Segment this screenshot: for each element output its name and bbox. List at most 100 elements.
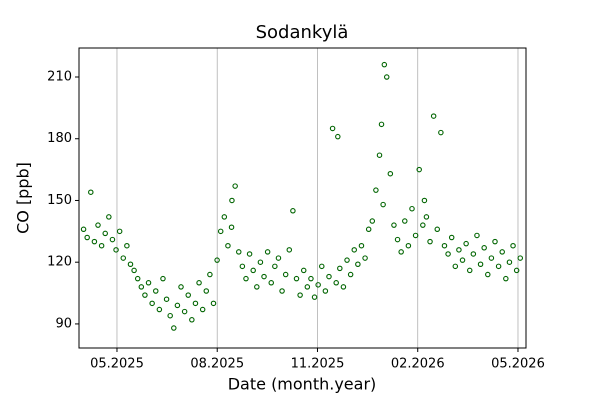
data-point [275, 255, 282, 261]
data-point [398, 249, 404, 255]
data-point [347, 271, 354, 278]
data-point [427, 238, 433, 245]
data-point [376, 152, 383, 158]
x-tick-label: 05.2025 [90, 357, 144, 372]
data-point [369, 218, 376, 224]
data-point [268, 280, 274, 286]
data-point [116, 228, 123, 235]
data-point [199, 306, 206, 313]
data-point [181, 308, 188, 315]
data-point [412, 232, 419, 239]
data-point [322, 288, 329, 294]
data-point [261, 273, 267, 280]
data-point [362, 255, 368, 261]
data-point [421, 197, 428, 204]
data-point [474, 232, 480, 239]
data-point [416, 166, 422, 173]
data-point [163, 296, 170, 302]
data-point [254, 284, 260, 290]
data-point [171, 325, 177, 331]
data-point [477, 261, 484, 268]
data-point [409, 205, 415, 212]
data-point [98, 242, 105, 249]
data-point [138, 284, 145, 290]
data-point [378, 121, 385, 128]
data-point [196, 280, 202, 286]
data-point [120, 255, 127, 261]
x-axis-label: Date (month.year) [228, 375, 377, 394]
data-point [131, 267, 137, 274]
data-point [124, 242, 130, 249]
data-point [335, 133, 341, 140]
y-tick-label: 90 [55, 316, 72, 331]
data-point [203, 288, 210, 294]
x-tick-label: 08.2025 [190, 357, 244, 372]
data-point [293, 275, 300, 282]
data-point [142, 292, 148, 298]
y-tick-label: 120 [47, 255, 72, 270]
data-point [228, 224, 235, 230]
data-point [185, 292, 191, 298]
data-point [459, 257, 466, 263]
data-point [153, 288, 159, 294]
data-point [145, 280, 152, 286]
plot-frame [78, 47, 527, 349]
data-point [492, 238, 498, 245]
data-point [503, 275, 509, 282]
data-point [210, 300, 217, 307]
data-point [337, 265, 343, 272]
data-point [485, 271, 491, 278]
data-point [311, 294, 318, 300]
data-point [405, 242, 412, 249]
y-axis-label: CO [ppb] [14, 162, 33, 234]
data-point [156, 306, 163, 313]
data-point [394, 236, 401, 243]
data-point [272, 263, 278, 270]
data-point [402, 218, 408, 224]
data-point [358, 242, 365, 249]
data-point [84, 234, 90, 241]
data-point [380, 201, 386, 208]
data-point [91, 238, 98, 245]
data-point [243, 275, 249, 282]
x-tick-label: 02.2026 [391, 357, 445, 372]
data-point [232, 183, 238, 189]
data-point [236, 249, 242, 255]
data-point [333, 280, 339, 286]
data-point [207, 271, 213, 278]
data-point [513, 267, 520, 274]
data-point [239, 263, 246, 270]
data-point [510, 242, 516, 249]
x-tick-label: 11.2025 [291, 357, 345, 372]
data-point [315, 282, 321, 288]
data-point [286, 247, 293, 253]
data-point [113, 247, 119, 253]
data-point [452, 263, 459, 270]
data-point [326, 273, 332, 280]
data-point [229, 197, 235, 204]
data-point [463, 240, 469, 247]
data-point [340, 284, 347, 290]
data-point [488, 255, 495, 261]
data-point [290, 208, 296, 214]
data-point [373, 187, 379, 193]
data-point [304, 284, 311, 290]
data-point [495, 263, 502, 270]
data-point [351, 247, 357, 253]
data-point [383, 74, 390, 80]
data-point [246, 251, 253, 257]
data-point [420, 222, 426, 228]
data-point [102, 230, 108, 237]
chart-title: Sodankylä [256, 22, 349, 43]
data-point [149, 300, 155, 307]
data-point [95, 222, 101, 228]
data-point [250, 267, 256, 274]
data-point [88, 189, 94, 195]
data-point [329, 125, 336, 132]
data-point [127, 261, 134, 268]
data-point [297, 292, 303, 298]
data-point [506, 259, 513, 265]
data-point [160, 275, 166, 282]
data-point [456, 247, 462, 253]
